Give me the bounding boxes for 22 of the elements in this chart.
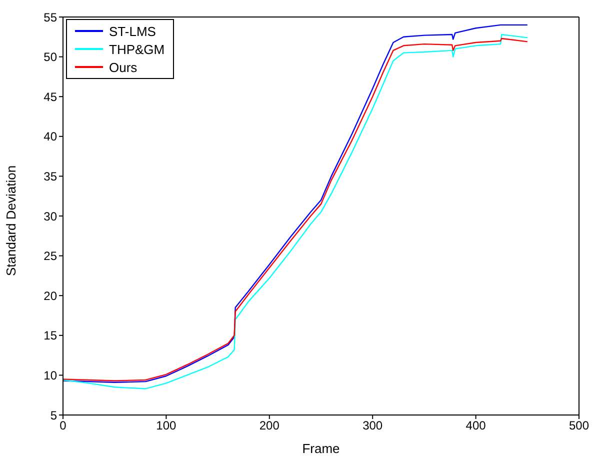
y-axis-title: Standard Deviation [4, 165, 19, 276]
legend-label: THP&GM [109, 42, 165, 56]
y-tick-label: 35 [44, 169, 58, 184]
x-tick-label: 300 [362, 418, 383, 433]
y-tick-label: 15 [44, 328, 58, 343]
legend-label: Ours [109, 60, 138, 74]
y-tick-label: 50 [44, 50, 58, 64]
x-axis-title: Frame [302, 441, 340, 456]
x-tick-label: 200 [259, 418, 280, 433]
y-tick-label: 55 [44, 10, 58, 24]
y-tick-label: 45 [44, 90, 58, 104]
y-tick-label: 20 [44, 288, 58, 303]
y-tick-label: 10 [44, 368, 58, 382]
x-tick-label: 100 [156, 418, 177, 433]
y-tick-label: 25 [44, 249, 58, 264]
x-tick-label: 400 [466, 418, 486, 433]
y-tick-label: 5 [50, 408, 58, 422]
y-tick-label: 40 [44, 130, 58, 144]
y-tick-label: 30 [44, 209, 58, 224]
legend-label: ST-LMS [109, 24, 156, 38]
x-tick-label: 500 [568, 418, 590, 433]
x-tick-label: 0 [60, 418, 67, 433]
